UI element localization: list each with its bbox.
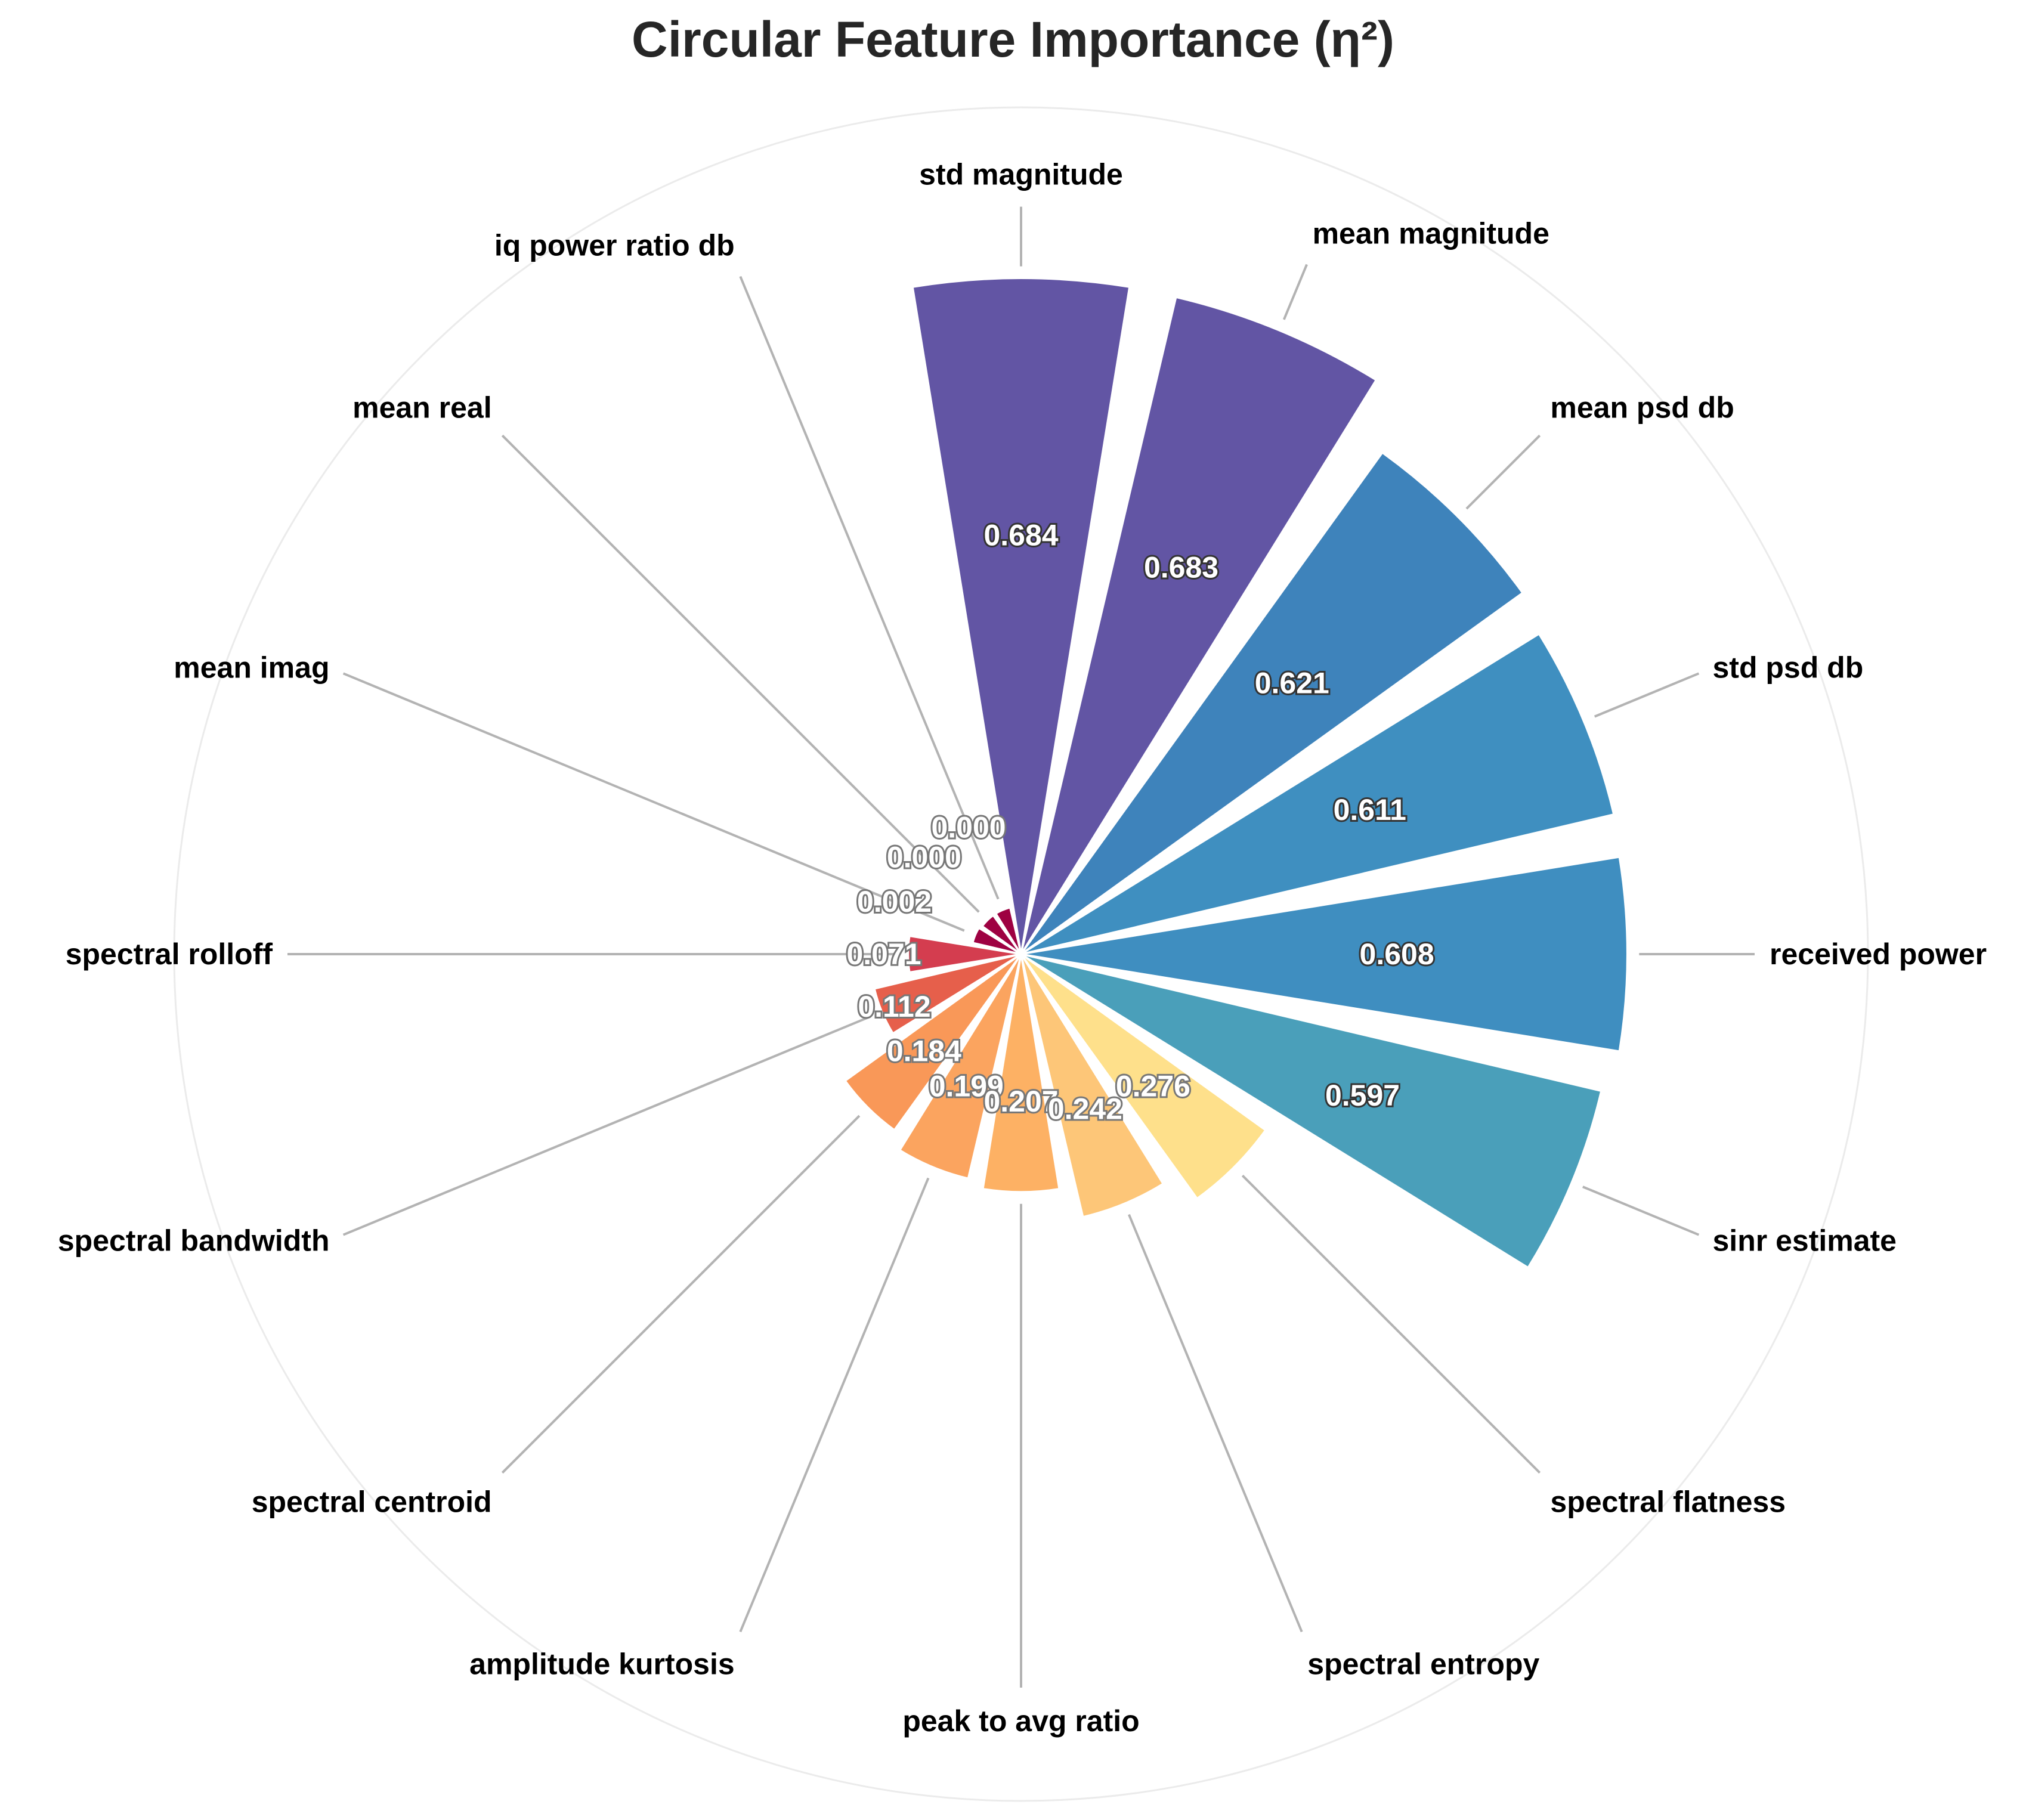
value-label-spectral-rolloff: 0.071 [846,937,921,971]
value-label-mean-imag: 0.002 [857,885,932,918]
bars-layer [844,277,1628,1269]
leader-line-spectral-entropy [1128,1214,1303,1633]
bar-amplitude-kurtosis [898,954,1022,1180]
value-label-spectral-bandwidth: 0.112 [858,990,930,1023]
leader-line-mean-imag [342,672,965,932]
leader-line-mean-real [501,434,980,913]
value-label-sinr-estimate: 0.597 [1325,1079,1400,1112]
leader-line-spectral-flatness [1241,1174,1541,1474]
bar-spectral-entropy [1020,954,1165,1218]
labels-layer: 0.608 received power 0.611 std psd db 0.621 m… [58,158,1987,1738]
leader-line-spectral-bandwidth [342,1015,872,1236]
category-label-iq-power-ratio-db: iq power ratio db [494,229,735,262]
value-label-std-psd-db: 0.611 [1334,793,1406,827]
value-label-peak-to-avg-ratio: 0.207 [983,1085,1058,1118]
category-label-spectral-rolloff: spectral rolloff [66,937,273,971]
leader-lines-layer [287,206,1755,1688]
value-label-mean-psd-db: 0.621 [1255,667,1329,700]
bar-mean-magnitude [1020,296,1378,955]
category-label-mean-imag: mean imag [174,651,329,685]
grid-circle [173,106,1869,1802]
category-label-amplitude-kurtosis: amplitude kurtosis [469,1648,735,1681]
leader-line-sinr-estimate [1582,1186,1700,1236]
category-label-spectral-entropy: spectral entropy [1307,1648,1539,1681]
grid-layer [173,106,1869,1802]
leader-line-amplitude-kurtosis [739,1177,930,1633]
category-label-sinr-estimate: sinr estimate [1713,1224,1897,1257]
category-label-mean-magnitude: mean magnitude [1313,216,1549,250]
value-label-mean-real: 0.000 [887,840,961,874]
category-label-std-psd-db: std psd db [1713,651,1864,685]
value-label-spectral-centroid: 0.184 [887,1035,961,1068]
bar-spectral-bandwidth [873,953,1022,1035]
bar-spectral-centroid [844,953,1022,1131]
leader-line-std-psd-db [1594,672,1700,718]
category-label-spectral-centroid: spectral centroid [252,1485,492,1518]
category-label-spectral-bandwidth: spectral bandwidth [58,1224,330,1257]
leader-line-spectral-centroid [501,1115,861,1474]
category-label-std-magnitude: std magnitude [919,158,1123,191]
value-label-std-magnitude: 0.684 [983,518,1058,552]
bar-std-psd-db [1020,633,1615,955]
bar-sinr-estimate [1020,953,1603,1269]
value-label-received-power: 0.608 [1360,937,1434,971]
value-label-spectral-entropy: 0.242 [1048,1092,1122,1125]
bar-mean-real [981,914,1022,955]
bar-spectral-flatness [1020,953,1267,1200]
bar-iq-power-ratio-db [994,906,1022,955]
value-label-mean-magnitude: 0.683 [1144,551,1218,584]
bar-mean-imag [972,927,1022,955]
value-label-amplitude-kurtosis: 0.199 [929,1069,1004,1103]
bar-spectral-rolloff [907,934,1022,974]
leader-line-iq-power-ratio-db [739,276,1000,900]
category-label-mean-psd-db: mean psd db [1550,391,1734,425]
value-label-spectral-flatness: 0.276 [1116,1069,1190,1103]
category-label-mean-real: mean real [352,391,491,425]
bar-received-power [1020,856,1628,1053]
value-label-iq-power-ratio-db: 0.000 [931,811,1006,844]
bar-mean-psd-db [1020,451,1524,955]
bar-peak-to-avg-ratio [982,954,1060,1193]
category-label-peak-to-avg-ratio: peak to avg ratio [902,1704,1139,1738]
bar-std-magnitude [911,277,1131,955]
chart-title: Circular Feature Importance (η²) [632,11,1394,67]
leader-line-mean-psd-db [1465,434,1541,510]
category-label-received-power: received power [1770,937,1987,971]
category-label-spectral-flatness: spectral flatness [1550,1485,1786,1518]
leader-line-mean-magnitude [1282,264,1308,320]
